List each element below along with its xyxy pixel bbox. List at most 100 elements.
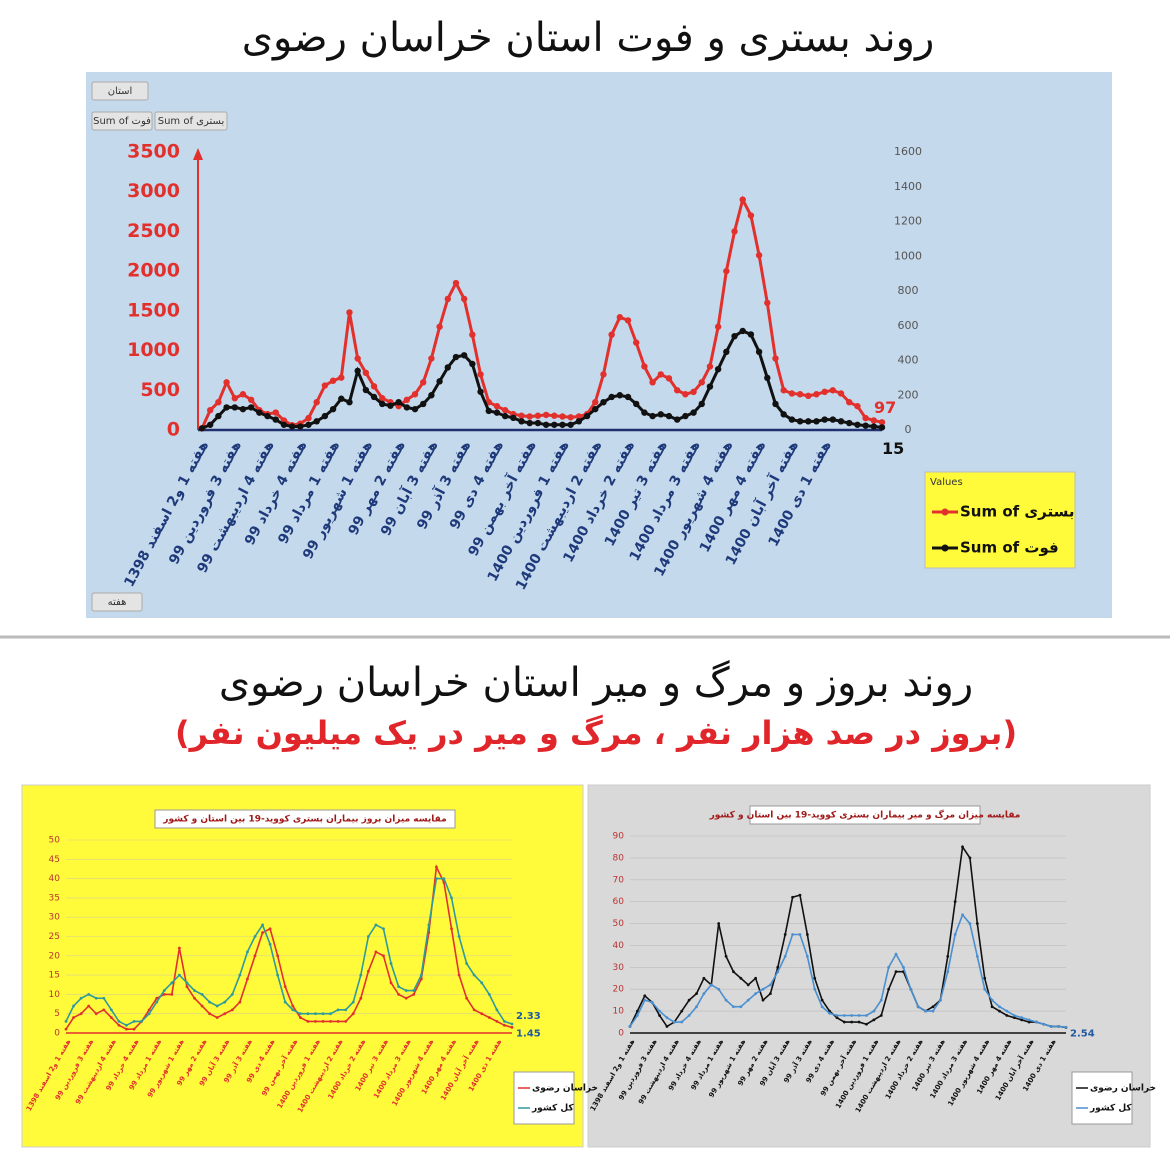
point	[185, 985, 189, 989]
point	[870, 423, 878, 430]
section-subtitle: (بروز در صد هزار نفر ، مرگ و میر در یک م…	[175, 714, 1017, 752]
y-tick-label: 5	[54, 1009, 60, 1019]
point	[64, 1020, 68, 1023]
point	[177, 973, 181, 977]
point	[457, 973, 461, 977]
point	[608, 393, 615, 401]
point	[739, 327, 746, 335]
chart-title-box	[749, 805, 981, 825]
data-label: 1.45	[516, 1028, 541, 1039]
y-tick-label: 40	[49, 874, 61, 884]
legend-label: خراسان رضوی	[1090, 1084, 1156, 1094]
point	[501, 406, 509, 414]
axis-arrow	[193, 148, 203, 160]
point	[276, 973, 280, 977]
legend-label: کل کشور	[1089, 1104, 1132, 1114]
point	[542, 421, 550, 428]
point	[643, 994, 647, 998]
point	[526, 419, 533, 427]
point	[641, 409, 648, 416]
point	[412, 989, 416, 992]
y2-tick-label: 1000	[894, 249, 922, 262]
point	[791, 933, 794, 936]
point	[998, 1009, 1001, 1013]
point	[887, 965, 891, 969]
y-tick-label: 10	[613, 1007, 625, 1017]
point	[117, 1023, 121, 1027]
point	[87, 1004, 91, 1008]
point	[649, 379, 656, 386]
point	[321, 1020, 325, 1023]
point	[961, 845, 964, 849]
point	[404, 989, 408, 992]
point	[938, 998, 942, 1002]
point	[231, 404, 238, 411]
point	[344, 1008, 348, 1012]
point	[338, 395, 345, 402]
point	[351, 1000, 355, 1004]
point	[796, 391, 804, 398]
point	[780, 411, 787, 418]
point	[764, 299, 771, 307]
point	[102, 1008, 106, 1012]
point	[1005, 1014, 1009, 1017]
point	[946, 970, 950, 974]
point	[382, 954, 385, 958]
point	[682, 412, 689, 420]
point	[526, 413, 533, 420]
point	[200, 993, 204, 996]
point	[177, 946, 181, 950]
point	[534, 412, 542, 419]
point	[102, 996, 106, 1000]
point	[665, 1016, 669, 1020]
point	[280, 421, 288, 428]
point	[435, 877, 438, 880]
point	[592, 405, 599, 413]
point	[931, 1005, 935, 1009]
point	[329, 405, 337, 413]
point	[404, 996, 408, 1000]
point	[493, 402, 501, 410]
point	[747, 212, 755, 219]
point	[1049, 1025, 1053, 1028]
point	[805, 392, 812, 400]
point	[649, 412, 656, 420]
point	[746, 998, 750, 1002]
legend-marker	[941, 508, 949, 516]
point	[336, 1008, 340, 1012]
field-button	[91, 81, 149, 101]
y2-tick-label: 1400	[894, 180, 922, 193]
point	[272, 416, 279, 423]
y-tick-label: 35	[49, 893, 60, 903]
point	[329, 1020, 332, 1023]
point	[1005, 1009, 1009, 1013]
point	[420, 379, 427, 386]
y-tick-label: 0	[54, 1029, 60, 1039]
point	[379, 395, 386, 402]
point	[1057, 1025, 1061, 1028]
point	[769, 992, 772, 995]
field-button	[154, 111, 228, 131]
point	[1035, 1020, 1038, 1024]
y-tick-label: 20	[613, 985, 625, 995]
point	[223, 1012, 227, 1016]
point	[600, 371, 607, 378]
point	[575, 413, 583, 420]
point	[1042, 1022, 1046, 1026]
point	[306, 1020, 310, 1023]
y-tick-label: 3500	[127, 141, 180, 163]
point	[469, 360, 476, 368]
point	[731, 332, 738, 340]
point	[246, 977, 249, 981]
point	[362, 369, 370, 377]
point	[846, 399, 853, 406]
point	[641, 363, 648, 370]
point	[147, 1012, 151, 1016]
point	[264, 412, 271, 420]
point	[313, 399, 320, 406]
point	[314, 1012, 317, 1016]
y-tick-label: 20	[49, 951, 61, 961]
point	[633, 400, 640, 408]
legend-title: Values	[930, 477, 963, 488]
point	[501, 412, 509, 420]
